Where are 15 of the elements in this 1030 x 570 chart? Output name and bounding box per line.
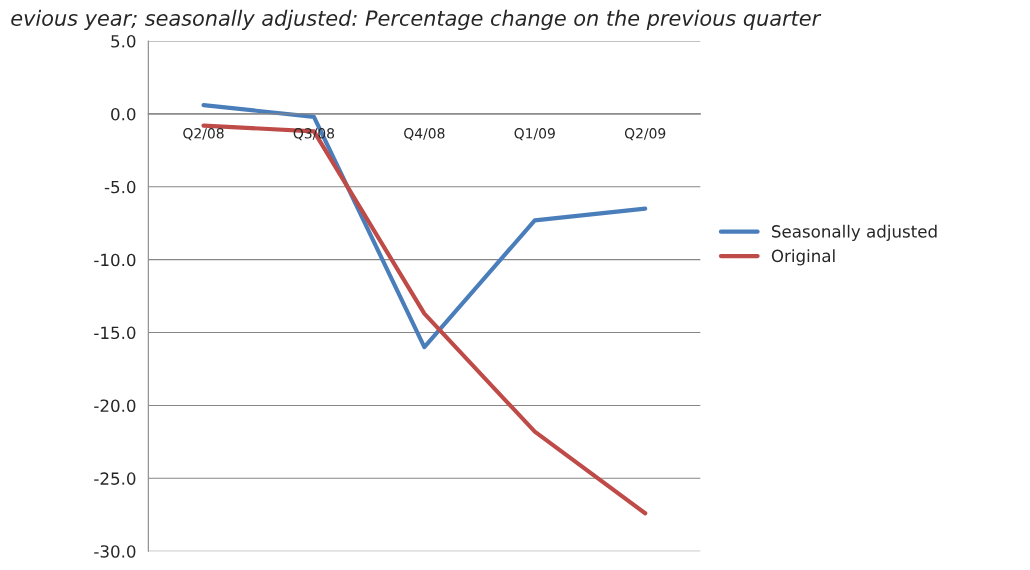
y-tick-label: -10.0 [94, 253, 136, 267]
y-tick-label: -5.0 [104, 180, 136, 194]
y-tick-label: -15.0 [94, 326, 136, 340]
x-tick-label: Q1/09 [514, 128, 555, 141]
legend-label: Seasonally adjusted [772, 224, 937, 241]
y-tick-label: -20.0 [94, 399, 136, 412]
legend-label: Original [771, 249, 835, 266]
x-tick-label: Q2/09 [624, 128, 666, 141]
y-tick-label: -30.0 [94, 545, 136, 558]
y-tick-label: 0.0 [111, 107, 136, 121]
x-tick-label: Q2/08 [183, 128, 224, 141]
y-tick-label: -25.0 [94, 472, 136, 485]
y-tick-label: 5.0 [111, 35, 136, 48]
x-tick-label: Q4/08 [404, 128, 445, 141]
chart-title: evious year; seasonally adjusted: Percentage change on the previous quarter [11, 9, 822, 31]
